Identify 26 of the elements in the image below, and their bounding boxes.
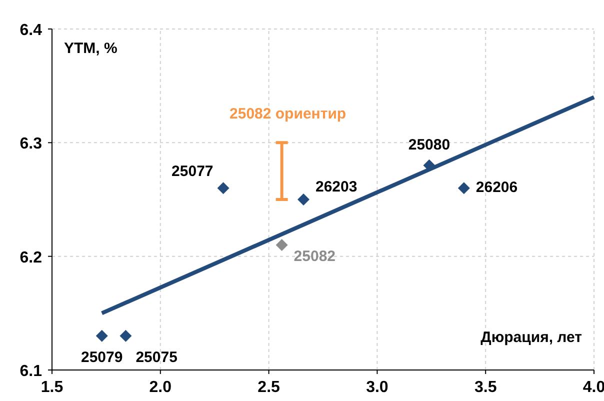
annotation: 25079 [81, 348, 123, 366]
point [96, 330, 108, 342]
x-tick-label: 3.5 [474, 379, 497, 396]
annotation: 25080 [408, 136, 450, 154]
series-label: 25082 ориентир [230, 106, 346, 123]
x-axis-title: Дюрация, лет [480, 329, 582, 346]
x-tick-label: 3.0 [366, 379, 388, 396]
x-tick-label: 4.0 [582, 379, 604, 396]
x-tick-label: 2.5 [258, 379, 280, 396]
point [120, 330, 132, 342]
annotation: 26206 [476, 179, 518, 196]
annotation: 25075 [136, 348, 178, 366]
point [297, 194, 310, 206]
point [458, 182, 470, 194]
point [217, 182, 230, 194]
annotation: 25077 [172, 163, 214, 180]
y-tick-label: 6.4 [20, 22, 42, 39]
x-tick-label: 2.0 [149, 379, 172, 396]
y-tick-label: 6.2 [20, 249, 42, 266]
series-label: 25082 [294, 248, 336, 265]
y-tick-label: 6.3 [20, 136, 42, 153]
y-tick-label: 6.1 [20, 363, 42, 380]
x-tick-label: 1.5 [40, 379, 64, 396]
annotation: 26203 [315, 178, 358, 196]
point [276, 238, 288, 251]
y-axis-title: YTM, % [64, 40, 118, 57]
